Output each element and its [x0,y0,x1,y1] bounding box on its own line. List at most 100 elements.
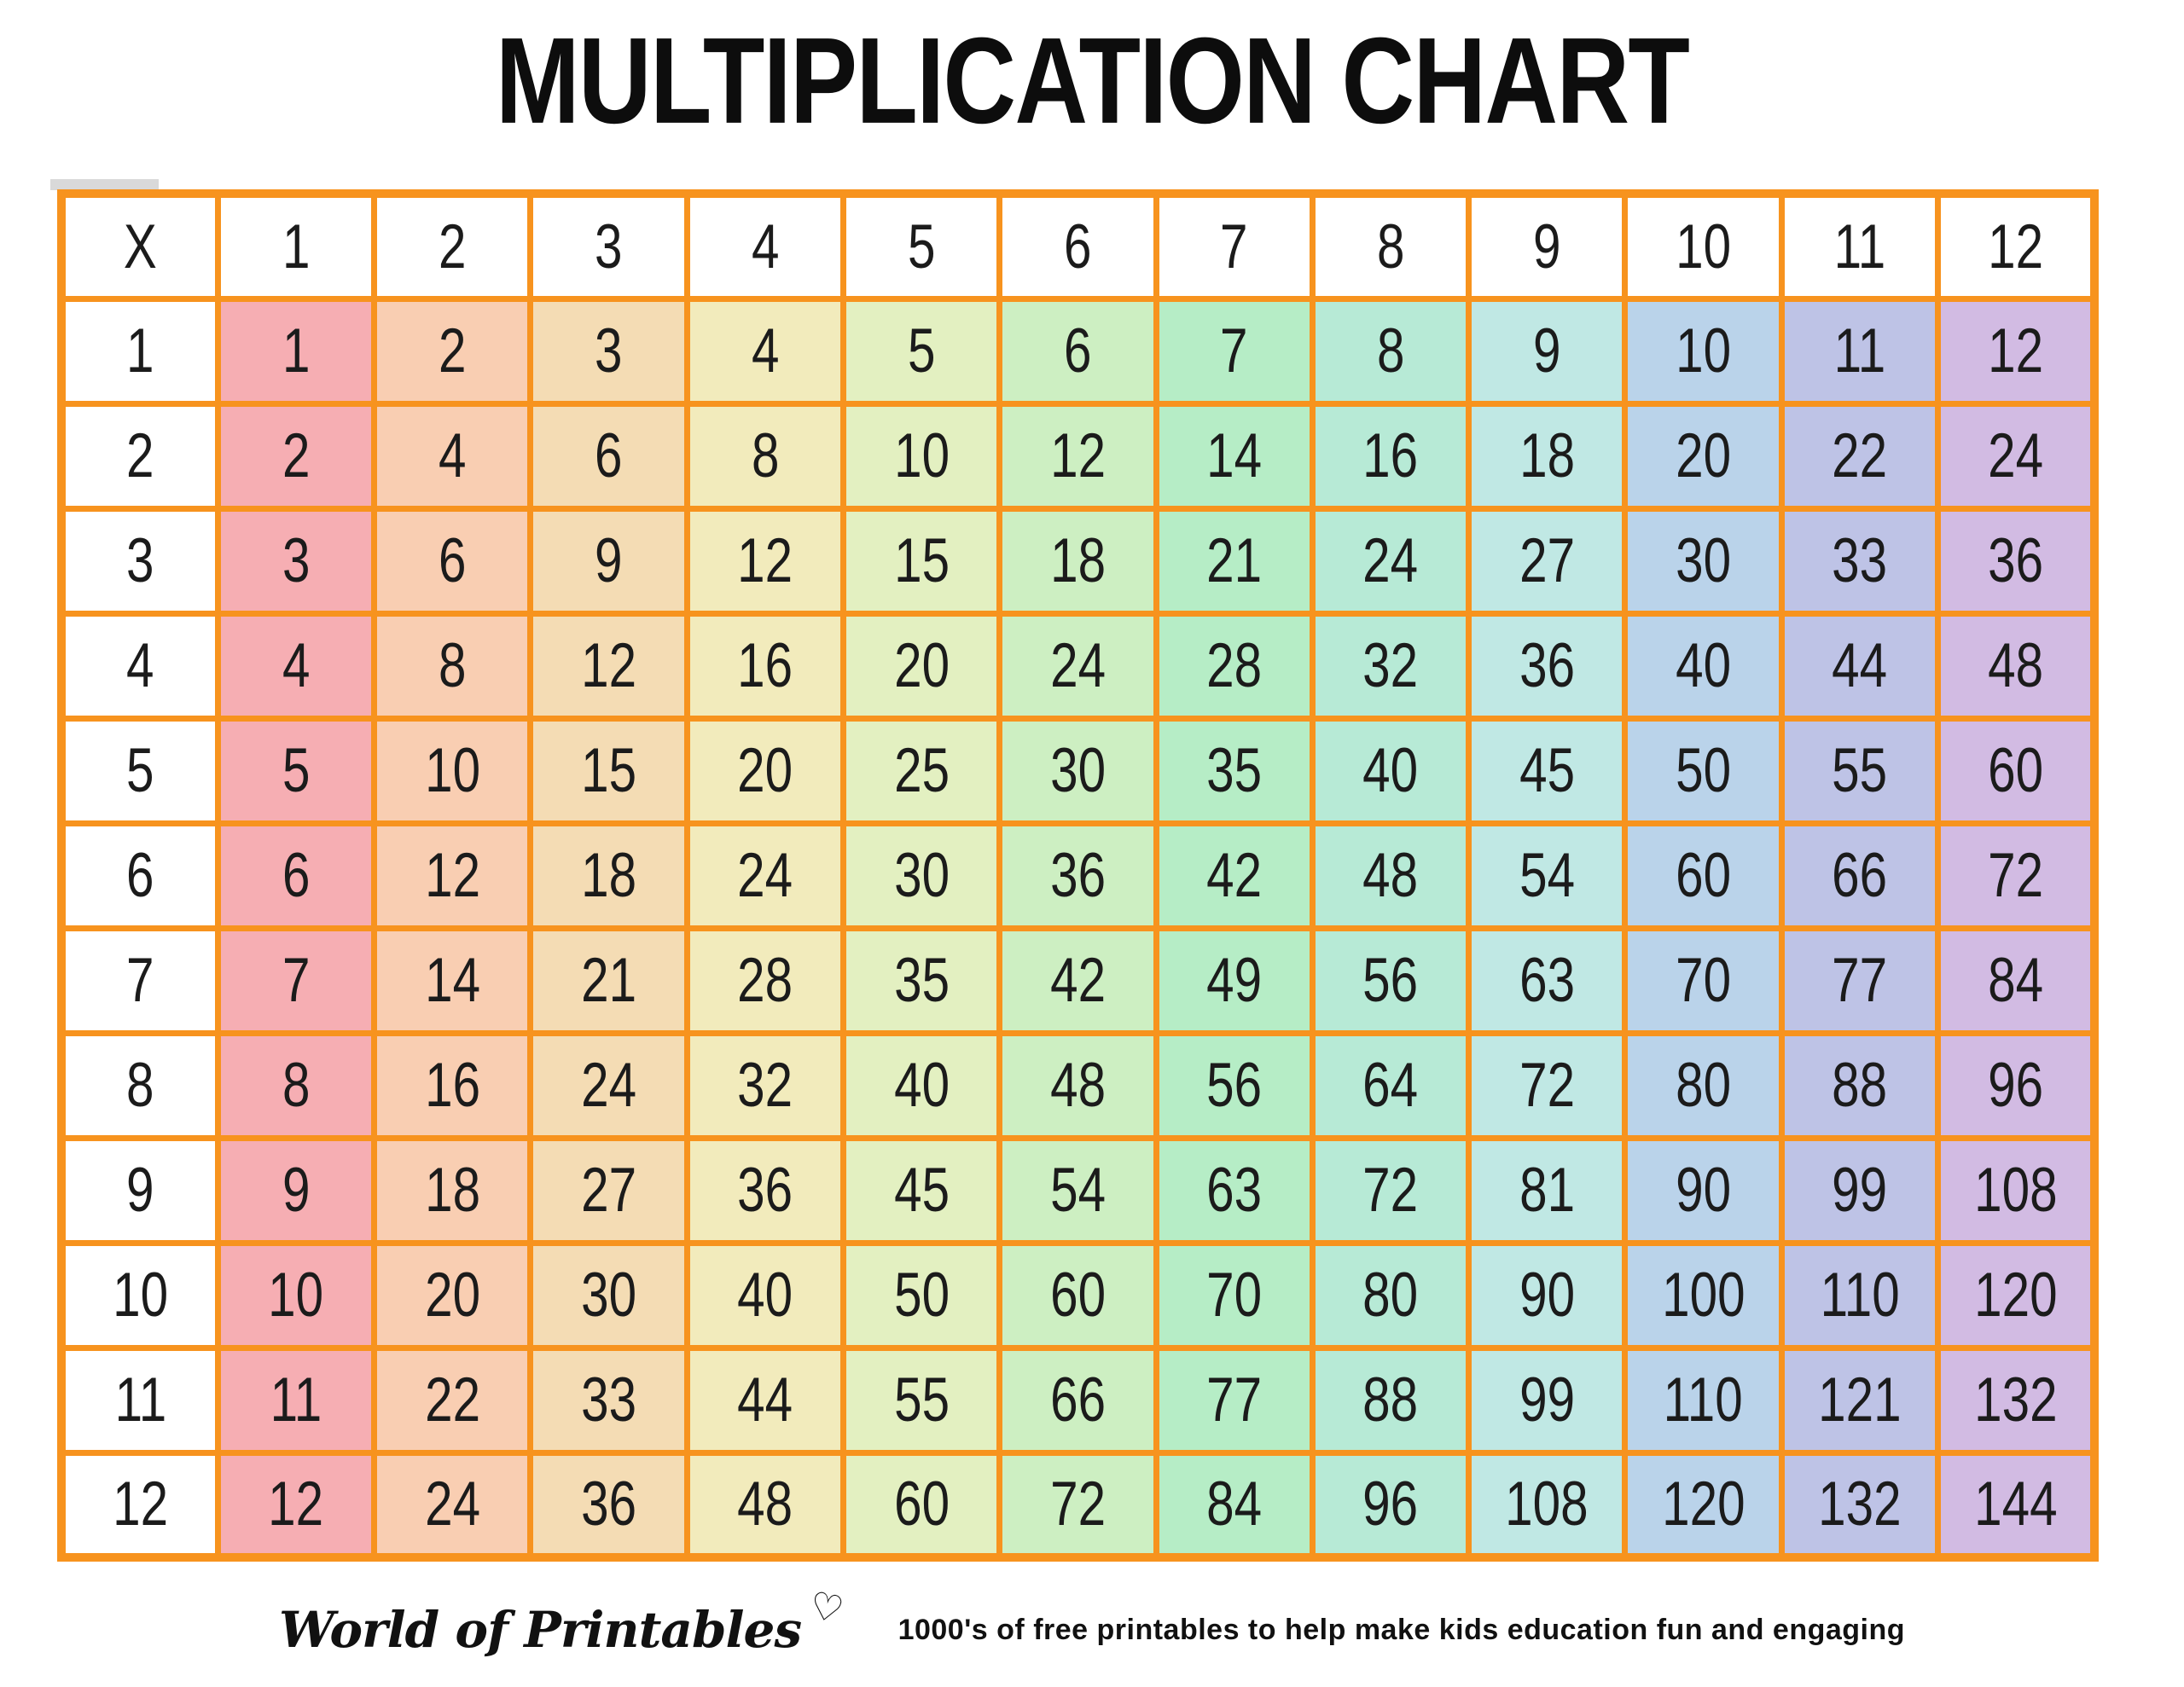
row-header-label: 8 [126,1051,154,1120]
cell-value: 24 [424,1470,480,1539]
table-head: X 1 2 3 4 5 6 7 8 9 10 11 12 [58,190,2098,302]
table-cell: 12 [527,610,690,722]
cell-value: 27 [581,1156,637,1225]
cell-value: 12 [737,526,793,595]
table-row: 11 11 22 33 44 55 66 77 88 99 110 121 132 [58,1344,2098,1456]
table-cell: 12 [214,1449,378,1561]
cell-value: 55 [1832,736,1888,805]
table-cell: 55 [839,1344,1003,1456]
table-cell: 36 [683,1134,846,1246]
table-cell: 44 [1778,610,1942,722]
cell-value: 32 [737,1051,793,1120]
row-header-cell: 3 [58,505,221,617]
table-cell: 33 [1778,505,1942,617]
table-cell: 35 [839,925,1003,1036]
table-cell: 27 [527,1134,690,1246]
table-cell: 18 [371,1134,534,1246]
table-cell: 20 [371,1239,534,1351]
table-cell: 25 [839,715,1003,826]
table-cell: 56 [1309,925,1472,1036]
cell-value: 7 [282,946,311,1015]
cell-value: 48 [1988,631,2044,700]
page-title: MULTIPLICATION CHART [0,13,2184,149]
cell-value: 60 [1988,736,2044,805]
cell-value: 21 [581,946,637,1015]
table-cell: 96 [1309,1449,1472,1561]
row-header-cell: 11 [58,1344,221,1456]
table-cell: 10 [214,1239,378,1351]
table-cell: 12 [371,820,534,931]
cell-value: 5 [907,316,936,386]
row-header-label: 1 [126,316,154,386]
table-cell: 30 [1622,505,1785,617]
cell-value: 10 [424,736,480,805]
column-header-label: 5 [907,212,936,281]
table-cell: 60 [1935,715,2098,826]
table-cell: 40 [683,1239,846,1351]
table-cell: 9 [527,505,690,617]
table-cell: 81 [1466,1134,1629,1246]
cell-value: 60 [1676,841,1732,910]
cell-value: 110 [1664,1365,1744,1435]
cell-value: 36 [581,1470,637,1539]
cell-value: 3 [595,316,623,386]
table-row: 9 9 18 27 36 45 54 63 72 81 90 99 108 [58,1134,2098,1246]
table-cell: 12 [1935,295,2098,407]
row-header-cell: 2 [58,400,221,512]
table-cell: 27 [1466,505,1629,617]
cell-value: 8 [751,421,780,490]
cell-value: 42 [1206,841,1263,910]
table-cell: 90 [1466,1239,1629,1351]
cell-value: 55 [893,1365,950,1435]
table-cell: 77 [1778,925,1942,1036]
table-cell: 20 [839,610,1003,722]
table-cell: 60 [996,1239,1159,1351]
cell-value: 50 [1676,736,1732,805]
cell-value: 36 [1049,841,1106,910]
cell-value: 40 [1362,736,1419,805]
table-cell: 18 [996,505,1159,617]
table-cell: 72 [1935,820,2098,931]
table-cell: 4 [214,610,378,722]
table-cell: 120 [1622,1449,1785,1561]
cell-value: 24 [1988,421,2044,490]
table-cell: 5 [839,295,1003,407]
cell-value: 24 [737,841,793,910]
table-cell: 45 [1466,715,1629,826]
cell-value: 64 [1362,1051,1419,1120]
table-cell: 80 [1622,1029,1785,1141]
table-cell: 28 [1153,610,1316,722]
table-cell: 24 [371,1449,534,1561]
cell-value: 72 [1988,841,2044,910]
table-cell: 4 [683,295,846,407]
cell-value: 24 [581,1051,637,1120]
column-header-cell: 11 [1778,190,1942,302]
cell-value: 16 [424,1051,480,1120]
table-cell: 33 [527,1344,690,1456]
table-cell: 16 [683,610,846,722]
cell-value: 35 [893,946,950,1015]
table-cell: 42 [996,925,1159,1036]
cell-value: 10 [268,1261,324,1330]
table-cell: 3 [527,295,690,407]
table-cell: 77 [1153,1344,1316,1456]
table-cell: 21 [527,925,690,1036]
table-cell: 50 [839,1239,1003,1351]
table-cell: 108 [1466,1449,1629,1561]
table-cell: 35 [1153,715,1316,826]
table-cell: 6 [527,400,690,512]
table-cell: 42 [1153,820,1316,931]
row-header-label: 6 [126,841,154,910]
table-cell: 9 [214,1134,378,1246]
cell-value: 44 [737,1365,793,1435]
table-cell: 2 [214,400,378,512]
table-cell: 7 [214,925,378,1036]
table-cell: 24 [1309,505,1472,617]
table-cell: 72 [1309,1134,1472,1246]
table-cell: 14 [1153,400,1316,512]
row-header-label: 7 [126,946,154,1015]
table-cell: 56 [1153,1029,1316,1141]
column-header-label: 8 [1376,212,1405,281]
cell-value: 42 [1049,946,1106,1015]
row-header-cell: 1 [58,295,221,407]
